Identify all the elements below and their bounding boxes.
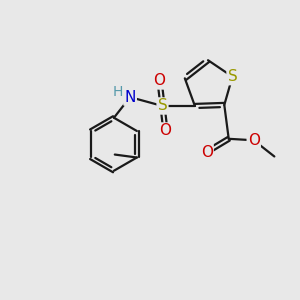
Text: O: O bbox=[248, 133, 260, 148]
Text: S: S bbox=[158, 98, 167, 113]
Text: S: S bbox=[227, 69, 237, 84]
Text: H: H bbox=[112, 85, 123, 99]
Text: O: O bbox=[201, 145, 213, 160]
Text: N: N bbox=[124, 90, 136, 105]
Text: O: O bbox=[154, 74, 166, 88]
Text: O: O bbox=[159, 124, 171, 139]
